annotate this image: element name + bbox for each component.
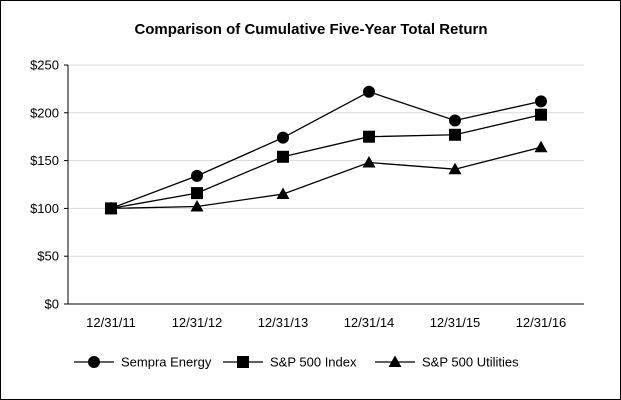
- y-tick-label: $250: [30, 58, 59, 73]
- y-tick-label: $100: [30, 201, 59, 216]
- y-tick-label: $50: [37, 249, 59, 264]
- data-point: [449, 114, 461, 127]
- legend-item: S&P 500 Index: [223, 355, 357, 370]
- series-line: [110, 114, 542, 210]
- data-point: [277, 131, 289, 144]
- series-group: [104, 140, 548, 214]
- x-tick-label: 12/31/16: [516, 315, 567, 330]
- data-point: [534, 140, 548, 153]
- data-point: [276, 187, 290, 200]
- data-point: [190, 199, 204, 212]
- series-group: [105, 108, 547, 215]
- x-tick-label: 12/31/15: [430, 315, 481, 330]
- chart-title: Comparison of Cumulative Five-Year Total…: [134, 21, 487, 38]
- x-tick-label: 12/31/12: [172, 315, 223, 330]
- legend-marker: [88, 356, 100, 368]
- y-tick-label: $0: [45, 297, 59, 312]
- legend: Sempra Energy S&P 500 Index S&P 500 Utilit…: [74, 355, 519, 370]
- x-tick-label: 12/31/11: [86, 315, 136, 330]
- series-line: [110, 91, 542, 210]
- y-tick-label: $200: [30, 105, 59, 120]
- data-point: [363, 85, 375, 98]
- legend-item: Sempra Energy: [74, 355, 212, 370]
- legend-marker: [388, 355, 402, 367]
- data-point: [191, 169, 203, 182]
- data-point: [277, 150, 289, 163]
- series-group: [105, 85, 547, 215]
- legend-label: S&P 500 Utilities: [422, 355, 519, 370]
- data-point: [535, 108, 547, 121]
- grid-layer: [68, 64, 584, 257]
- data-point: [191, 187, 203, 200]
- x-tick-label: 12/31/14: [344, 315, 395, 330]
- data-point: [362, 156, 376, 168]
- series-line: [110, 146, 542, 210]
- legend-label: Sempra Energy: [121, 355, 212, 370]
- series-layer: [104, 85, 548, 215]
- x-tick-label: 12/31/13: [258, 315, 309, 330]
- legend-marker: [237, 356, 249, 368]
- data-point: [104, 201, 118, 214]
- data-point: [535, 95, 547, 108]
- legend-label: S&P 500 Index: [270, 355, 357, 370]
- data-point: [449, 128, 461, 141]
- y-tick-label: $150: [30, 153, 59, 168]
- data-point: [448, 162, 462, 175]
- axes-layer: $0 $50 $100 $150 $200 $250 12/31/11 12/31/12 12/…: [30, 58, 584, 330]
- data-point: [363, 130, 375, 143]
- legend-item: S&P 500 Utilities: [375, 355, 519, 370]
